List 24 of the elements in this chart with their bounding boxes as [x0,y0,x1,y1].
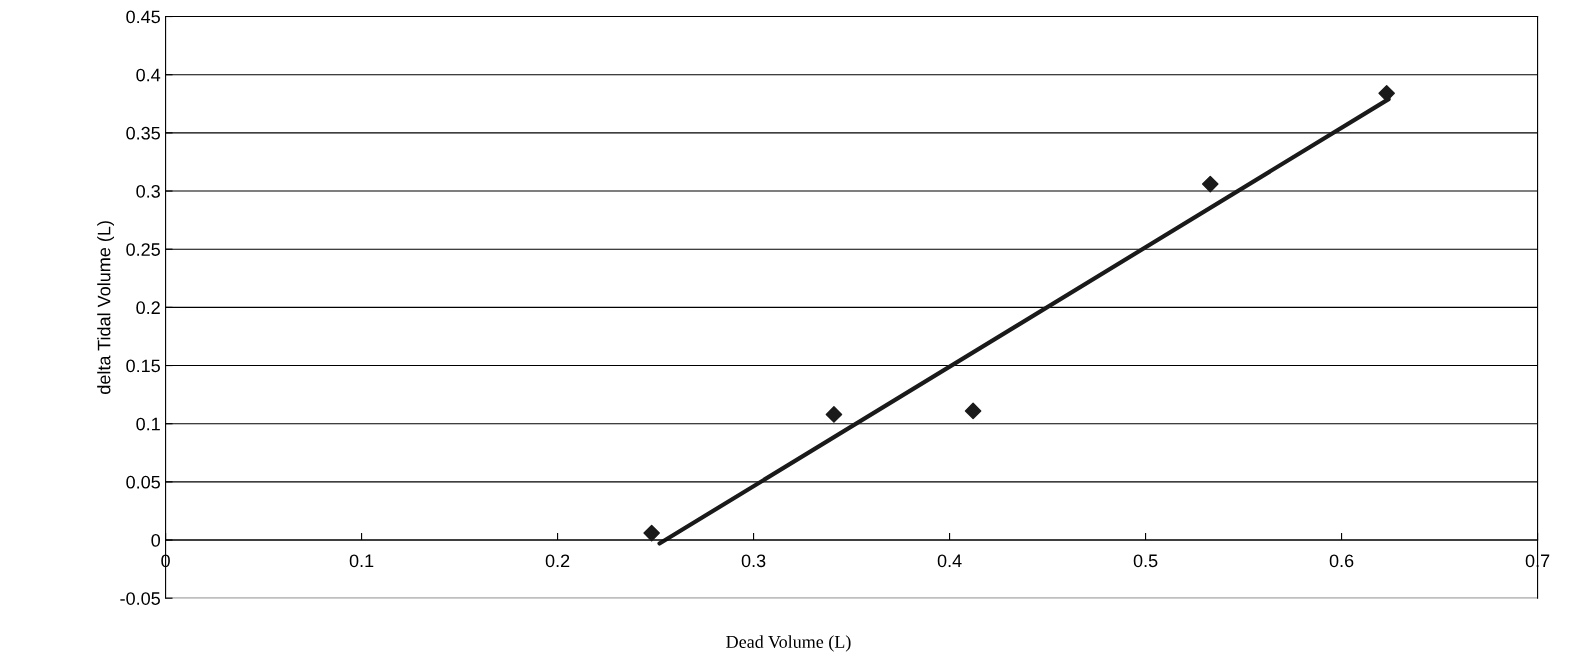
y-tick-label: 0.45 [126,10,160,24]
point [964,402,982,420]
y-tick-label: 0.25 [126,243,160,256]
y-tick-label: 0 [151,533,161,547]
x-tick-label: 0.2 [545,554,570,568]
x-tick-label: 0.1 [349,554,374,568]
point [643,524,660,542]
point [1201,175,1219,193]
x-axis-title: Dead Volume (L) [726,635,851,652]
y-tick-label: 0.35 [126,126,160,140]
y-tick-label: 0.2 [136,301,160,315]
y-tick-label: 0.05 [126,475,160,489]
x-tick-label: 0.3 [741,554,766,568]
x-tick-label: 0.6 [1329,554,1354,568]
point [825,406,843,423]
y-tick-label: 0.15 [126,359,160,373]
y-axis-title: delta Tidal Volume (L) [97,221,115,394]
y-tick-label: -0.05 [120,592,160,605]
y-tick-label: 0.3 [136,184,160,198]
y-tick-label: 0.1 [136,417,160,431]
x-tick-label: 0.5 [1133,554,1158,568]
point [1378,85,1395,102]
x-tick-label: 0.4 [937,554,962,568]
y-tick-label: 0.4 [136,68,161,82]
